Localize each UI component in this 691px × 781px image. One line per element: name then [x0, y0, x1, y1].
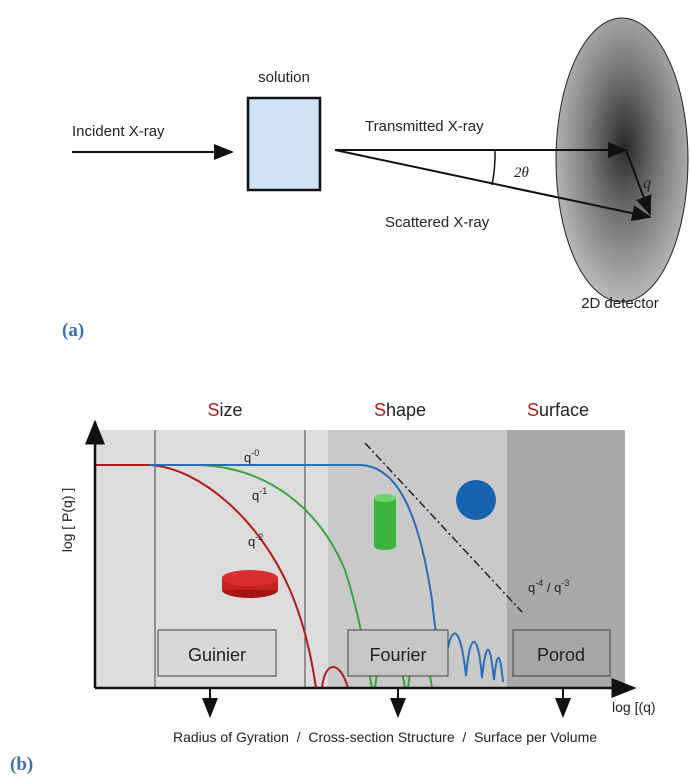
rod-shape	[374, 498, 396, 546]
angle-arc	[492, 150, 495, 185]
detector	[556, 18, 688, 302]
slope-exp: -0	[251, 448, 259, 458]
regime-label: Guinier	[188, 645, 246, 665]
slope-exp: -2	[255, 532, 263, 542]
slope-sep: /	[543, 580, 554, 595]
slope-exp: -3	[561, 578, 569, 588]
q-label: q	[643, 175, 651, 192]
slope-base: q	[252, 488, 259, 503]
solution-label: solution	[258, 69, 310, 86]
header-initial: S	[527, 400, 539, 420]
rod-shape	[374, 494, 396, 502]
slope-exp: -1	[259, 486, 267, 496]
incident-label: Incident X-ray	[72, 123, 165, 140]
slope-base: q	[554, 580, 561, 595]
header-rest: hape	[386, 400, 426, 420]
figure: solution Incident X-ray Transmitted X-ra…	[0, 0, 691, 776]
rod-shape	[374, 542, 396, 550]
header: Shape	[374, 400, 426, 420]
panel-label: (a)	[62, 320, 84, 341]
header-rest: ize	[220, 400, 243, 420]
transmitted-label: Transmitted X-ray	[365, 118, 484, 135]
slope-base: q	[248, 534, 255, 549]
header: Size	[207, 400, 242, 420]
panel-a: solution Incident X-ray Transmitted X-ra…	[62, 18, 688, 341]
header: Surface	[527, 400, 589, 420]
slope-base: q	[528, 580, 535, 595]
disc-shape	[222, 570, 278, 586]
sample-box	[248, 98, 320, 190]
slope-base: q	[244, 450, 251, 465]
header-initial: S	[374, 400, 386, 420]
slope-exp: -4	[535, 578, 543, 588]
panel-b: Guinier Fourier Porod Size Shape Surface…	[10, 400, 656, 775]
y-axis-label: log [ P(q) ]	[59, 488, 75, 553]
regime-label: Fourier	[369, 645, 426, 665]
header-initial: S	[207, 400, 219, 420]
detector-label: 2D detector	[581, 295, 659, 312]
x-axis-label: log [(q)	[612, 699, 656, 715]
sphere-shape	[456, 480, 496, 520]
header-rest: urface	[539, 400, 589, 420]
regime-label: Porod	[537, 645, 585, 665]
caption: Radius of Gyration / Cross-section Struc…	[173, 729, 597, 745]
scattered-label: Scattered X-ray	[385, 214, 490, 231]
angle-label: 2θ	[514, 165, 530, 181]
panel-label: (b)	[10, 754, 33, 775]
